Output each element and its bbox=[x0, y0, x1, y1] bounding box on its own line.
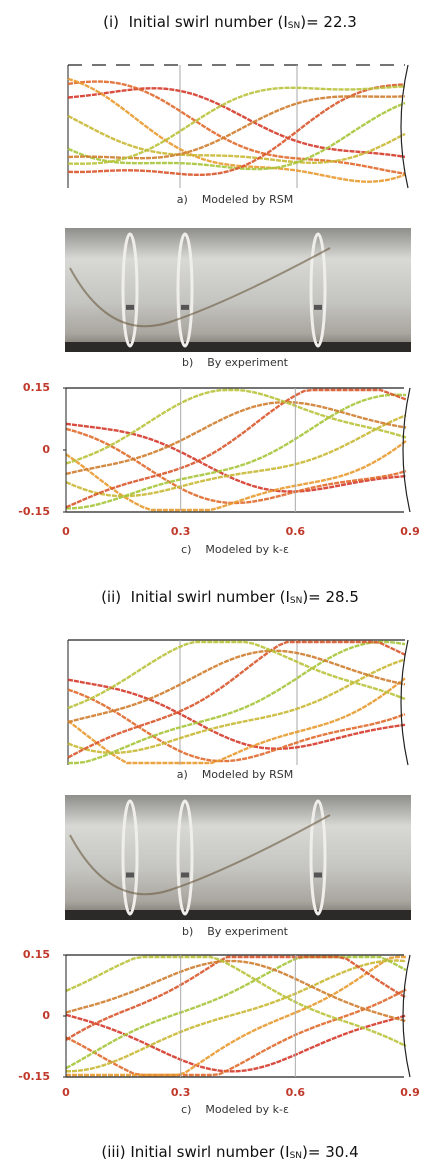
streamline bbox=[65, 988, 407, 1077]
heading-suffix: )= 22.3 bbox=[300, 13, 357, 31]
streamline bbox=[67, 114, 406, 165]
y-tick-label: 0 bbox=[42, 443, 50, 456]
rsm-panel bbox=[67, 639, 406, 765]
ring bbox=[309, 232, 327, 348]
heading-subscript: SN bbox=[290, 1151, 302, 1161]
streamline bbox=[65, 422, 407, 493]
heading: (ii) Initial swirl number (ISN)= 28.5 bbox=[101, 588, 359, 606]
streamline bbox=[67, 688, 406, 763]
streamline bbox=[65, 414, 407, 498]
x-tick-label: 0.9 bbox=[400, 525, 420, 538]
x-tick-label: 0.3 bbox=[171, 1086, 191, 1099]
streamline bbox=[67, 658, 406, 755]
streamline bbox=[67, 85, 406, 165]
streamline bbox=[65, 959, 407, 1023]
heading-subscript: SN bbox=[288, 21, 300, 31]
streamline bbox=[65, 388, 407, 509]
y-tick-label: 0.15 bbox=[23, 381, 50, 394]
bolt bbox=[314, 872, 322, 878]
x-tick-label: 0 bbox=[62, 1086, 70, 1099]
rsm-panel bbox=[67, 64, 406, 188]
x-tick-label: 0.6 bbox=[286, 1086, 306, 1099]
streamline bbox=[67, 640, 406, 759]
heading-suffix: )= 28.5 bbox=[302, 588, 359, 606]
tube-end bbox=[400, 639, 409, 766]
tube-end bbox=[402, 387, 411, 513]
streamline bbox=[65, 959, 407, 1073]
heading: (iii) Initial swirl number (ISN)= 30.4 bbox=[101, 1143, 358, 1161]
caption: a) Modeled by RSM bbox=[177, 768, 293, 781]
caption: c) Modeled by k-ε bbox=[181, 543, 289, 556]
photo-base bbox=[65, 342, 411, 352]
bolt bbox=[181, 872, 189, 878]
bolt bbox=[181, 304, 189, 310]
photo bbox=[65, 795, 411, 920]
ring bbox=[176, 232, 194, 348]
x-tick-label: 0.9 bbox=[400, 1086, 420, 1099]
streamline bbox=[65, 955, 407, 1048]
ring bbox=[121, 799, 139, 916]
y-tick-label: 0 bbox=[42, 1009, 50, 1022]
x-tick-label: 0.6 bbox=[286, 525, 306, 538]
bolt bbox=[126, 872, 134, 878]
streamline bbox=[67, 640, 406, 710]
streamline bbox=[65, 393, 407, 510]
streamline bbox=[67, 678, 406, 751]
photo bbox=[65, 228, 411, 352]
x-tick-label: 0 bbox=[62, 525, 70, 538]
ring bbox=[176, 799, 194, 916]
ring bbox=[121, 232, 139, 348]
tube-end bbox=[402, 954, 411, 1078]
heading-prefix: (ii) Initial swirl number (I bbox=[101, 588, 290, 606]
swirl-trace bbox=[69, 247, 331, 328]
streamline bbox=[65, 955, 407, 1041]
caption: b) By experiment bbox=[182, 925, 289, 938]
heading-prefix: (iii) Initial swirl number (I bbox=[101, 1143, 289, 1161]
streamline bbox=[67, 87, 406, 159]
heading-subscript: SN bbox=[290, 596, 302, 606]
streamline bbox=[65, 955, 407, 1070]
y-tick-label: -0.15 bbox=[18, 1070, 50, 1083]
ring bbox=[309, 799, 327, 916]
heading-suffix: )= 30.4 bbox=[302, 1143, 359, 1161]
streamline bbox=[67, 80, 406, 175]
streamline bbox=[65, 400, 407, 476]
y-tick-label: -0.15 bbox=[18, 505, 50, 518]
bolt bbox=[314, 304, 322, 310]
streamline bbox=[67, 77, 406, 183]
streamline bbox=[68, 640, 406, 765]
streamline bbox=[66, 955, 406, 1077]
x-tick-label: 0.3 bbox=[171, 525, 191, 538]
heading: (i) Initial swirl number (ISN)= 22.3 bbox=[103, 13, 357, 31]
streamline bbox=[65, 388, 407, 465]
kepsilon-plot bbox=[65, 387, 407, 513]
heading-prefix: (i) Initial swirl number (I bbox=[103, 13, 288, 31]
caption: b) By experiment bbox=[182, 356, 289, 369]
caption: c) Modeled by k-ε bbox=[181, 1103, 289, 1116]
streamline bbox=[67, 677, 406, 765]
y-tick-label: 0.15 bbox=[23, 948, 50, 961]
photo-base bbox=[65, 910, 411, 920]
caption: a) Modeled by RSM bbox=[177, 193, 293, 206]
swirl-trace bbox=[69, 814, 331, 896]
tube-end bbox=[400, 64, 409, 189]
streamline bbox=[65, 1013, 407, 1073]
kepsilon-plot bbox=[65, 954, 407, 1078]
streamline bbox=[67, 649, 406, 724]
bolt bbox=[126, 304, 134, 310]
